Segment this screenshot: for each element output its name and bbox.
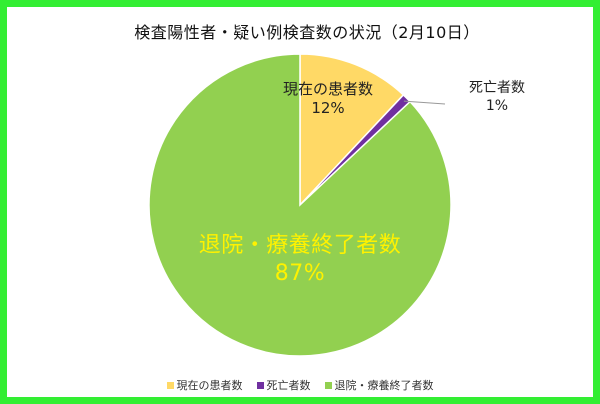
legend-swatch-current-patients (166, 381, 174, 389)
slice-label-current-patients: 現在の患者数 12% (268, 80, 388, 118)
slice-label-recovered: 退院・療養終了者数 87% (150, 232, 450, 287)
legend-label-deaths: 死亡者数 (266, 379, 311, 392)
legend-label-recovered: 退院・療養終了者数 (334, 379, 434, 392)
legend-item-deaths: 死亡者数 (256, 377, 311, 393)
pie-slice-current-patients (299, 53, 405, 207)
slice-label-recovered-value: 87% (274, 260, 326, 286)
chart-title: 検査陽性者・疑い例検査数の状況（2月10日） (134, 23, 480, 42)
legend-item-recovered: 退院・療養終了者数 (324, 377, 434, 393)
legend-swatch-deaths (256, 381, 264, 389)
slice-label-current-patients-name: 現在の患者数 (282, 80, 373, 98)
leader-line-deaths (403, 100, 446, 105)
legend: 現在の患者数 死亡者数 退院・療養終了者数 (7, 377, 593, 393)
slice-label-deaths-value: 1% (485, 97, 509, 114)
pie-slice-recovered (148, 53, 452, 357)
slice-label-recovered-name: 退院・療養終了者数 (198, 233, 402, 258)
slice-label-deaths: 死亡者数 1% (442, 80, 552, 115)
legend-item-current-patients: 現在の患者数 (166, 377, 243, 393)
slice-label-deaths-name: 死亡者数 (469, 80, 525, 96)
legend-swatch-recovered (324, 381, 332, 389)
legend-label-current-patients: 現在の患者数 (176, 379, 243, 392)
slice-label-current-patients-value: 12% (311, 98, 345, 117)
